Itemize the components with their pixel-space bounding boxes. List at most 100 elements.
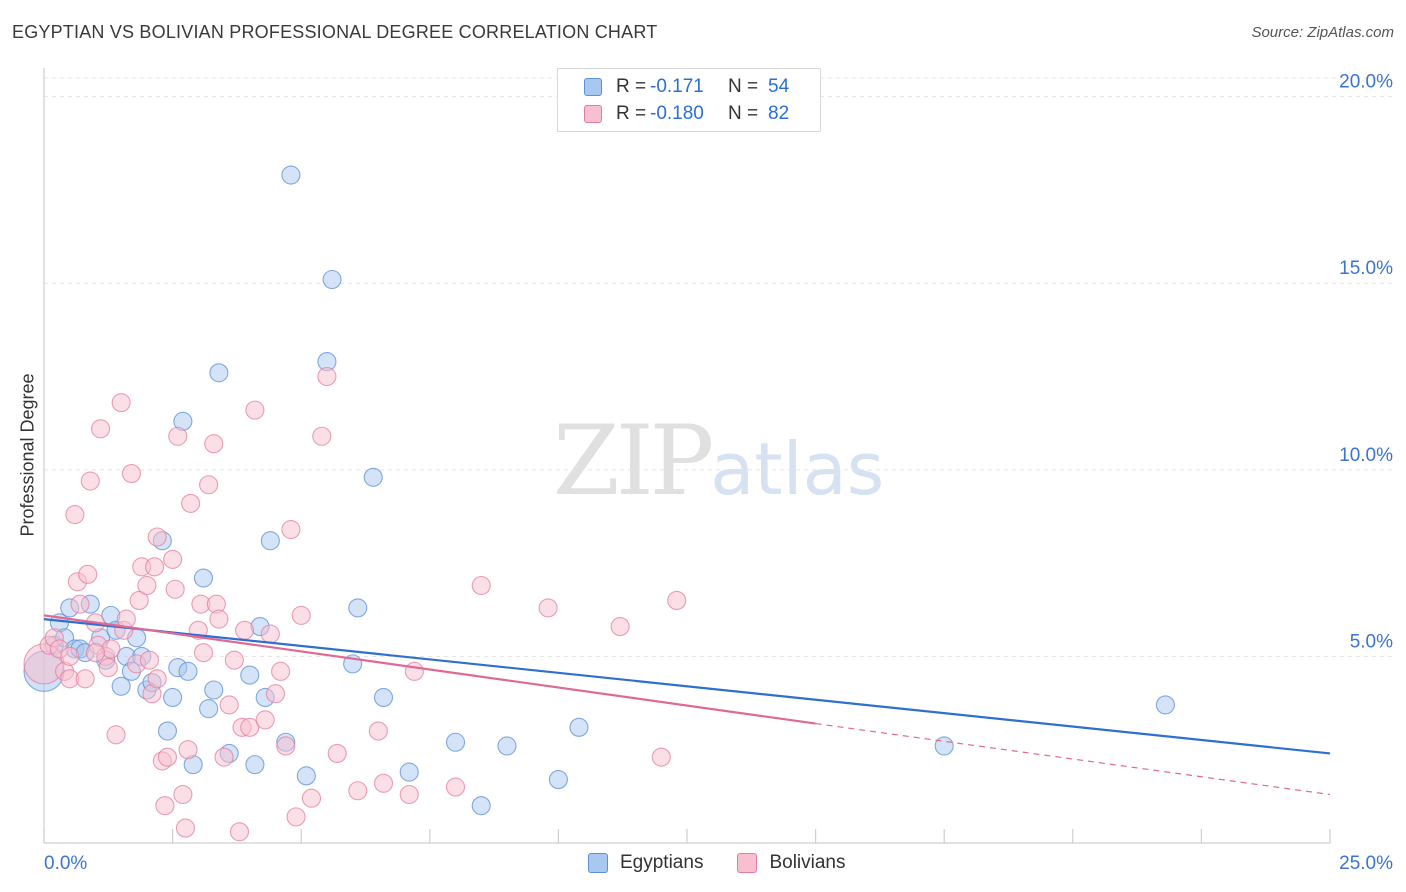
point-bolivians	[224, 650, 244, 670]
point-egyptians	[348, 598, 368, 618]
point-bolivians	[255, 710, 275, 730]
y-tick-label: 20.0%	[1339, 72, 1393, 93]
point-bolivians	[60, 646, 80, 666]
point-egyptians	[497, 736, 517, 756]
point-bolivians	[209, 609, 229, 629]
point-egyptians	[296, 766, 316, 786]
point-bolivians	[291, 605, 311, 625]
point-bolivians	[404, 661, 424, 681]
point-egyptians	[281, 165, 301, 185]
point-bolivians	[80, 471, 100, 491]
point-egyptians	[569, 717, 589, 737]
point-bolivians	[260, 624, 280, 644]
point-bolivians	[98, 658, 118, 678]
point-bolivians	[121, 464, 141, 484]
point-bolivians	[70, 594, 90, 614]
point-bolivians	[165, 579, 185, 599]
point-bolivians	[78, 564, 98, 584]
series-legend-egyptians[interactable]: Egyptians	[588, 852, 703, 874]
point-bolivians	[214, 747, 234, 767]
point-bolivians	[137, 575, 157, 596]
point-egyptians	[399, 762, 419, 782]
legend-n-value-bolivians: 82	[768, 103, 790, 124]
legend-swatch-egyptians	[584, 78, 602, 96]
point-bolivians	[327, 743, 347, 763]
chart-title: EGYPTIAN VS BOLIVIAN PROFESSIONAL DEGREE…	[12, 22, 658, 42]
point-egyptians	[163, 687, 183, 708]
point-bolivians	[193, 643, 214, 663]
y-tick-label: 5.0%	[1350, 631, 1393, 652]
point-egyptians	[111, 676, 131, 696]
point-bolivians	[399, 784, 419, 805]
point-bolivians	[445, 777, 466, 797]
point-bolivians	[271, 661, 291, 681]
point-bolivians	[91, 419, 111, 439]
series-legend-bolivians[interactable]: Bolivians	[737, 852, 846, 874]
point-bolivians	[163, 549, 183, 569]
point-egyptians	[260, 531, 280, 551]
series-label-egyptians: Egyptians	[620, 852, 704, 873]
point-egyptians	[199, 699, 219, 719]
point-bolivians	[281, 519, 301, 540]
point-bolivians	[471, 575, 491, 596]
point-egyptians	[240, 665, 260, 685]
legend-r-label: R =	[616, 76, 647, 97]
x-tick-label-max: 25.0%	[1339, 853, 1393, 874]
point-bolivians	[219, 695, 239, 715]
watermark: ZIPatlas	[553, 405, 884, 517]
point-bolivians	[312, 426, 332, 446]
point-bolivians	[65, 505, 85, 525]
point-bolivians	[204, 434, 224, 454]
point-bolivians	[317, 366, 337, 387]
point-bolivians	[301, 788, 322, 808]
legend-swatch-bolivians	[584, 105, 602, 123]
point-bolivians	[106, 725, 126, 745]
point-egyptians	[209, 363, 229, 383]
point-egyptians	[157, 721, 178, 741]
y-tick-label: 10.0%	[1339, 445, 1393, 466]
point-bolivians	[147, 527, 167, 547]
point-bolivians	[75, 669, 95, 689]
point-bolivians	[168, 426, 188, 446]
legend-r-value-bolivians: -0.180	[650, 103, 704, 124]
y-axis-label: Professional Degree	[17, 373, 38, 537]
point-bolivians	[85, 643, 105, 663]
point-egyptians	[204, 680, 224, 700]
series-swatch-bolivians	[737, 853, 758, 873]
point-bolivians	[240, 717, 260, 737]
legend-row-bolivians: R = -0.180 N = 82	[584, 102, 789, 126]
point-bolivians	[667, 590, 687, 610]
series-label-bolivians: Bolivians	[769, 852, 846, 873]
point-bolivians	[157, 747, 178, 767]
point-egyptians	[548, 770, 568, 790]
point-egyptians	[1155, 695, 1175, 715]
point-bolivians	[651, 747, 671, 767]
y-tick-label: 15.0%	[1339, 258, 1393, 279]
watermark-atlas: atlas	[710, 427, 885, 511]
correlation-legend: R = -0.171 N = 54 R = -0.180 N = 82	[557, 68, 821, 132]
point-bolivians	[610, 617, 630, 637]
legend-row-egyptians: R = -0.171 N = 54	[584, 75, 789, 99]
point-egyptians	[178, 661, 198, 681]
point-bolivians	[111, 393, 131, 413]
legend-n-label: N =	[728, 103, 759, 124]
point-bolivians	[147, 669, 167, 689]
point-bolivians	[373, 773, 394, 793]
point-bolivians	[229, 822, 250, 842]
legend-n-value-egyptians: 54	[768, 76, 790, 97]
point-bolivians	[348, 781, 368, 801]
point-egyptians	[245, 755, 265, 775]
trend-line-bolivians	[43, 614, 816, 725]
point-egyptians	[373, 687, 394, 708]
point-egyptians	[445, 732, 466, 752]
point-egyptians	[934, 736, 954, 756]
trend-line-egyptians	[43, 618, 1331, 755]
point-bolivians	[173, 784, 193, 805]
point-bolivians	[368, 721, 388, 741]
point-bolivians	[129, 590, 149, 610]
point-bolivians	[178, 740, 198, 760]
point-egyptians	[363, 467, 383, 487]
legend-n-label: N =	[728, 76, 759, 97]
x-tick-label-min: 0.0%	[44, 853, 87, 874]
point-bolivians	[235, 620, 255, 640]
